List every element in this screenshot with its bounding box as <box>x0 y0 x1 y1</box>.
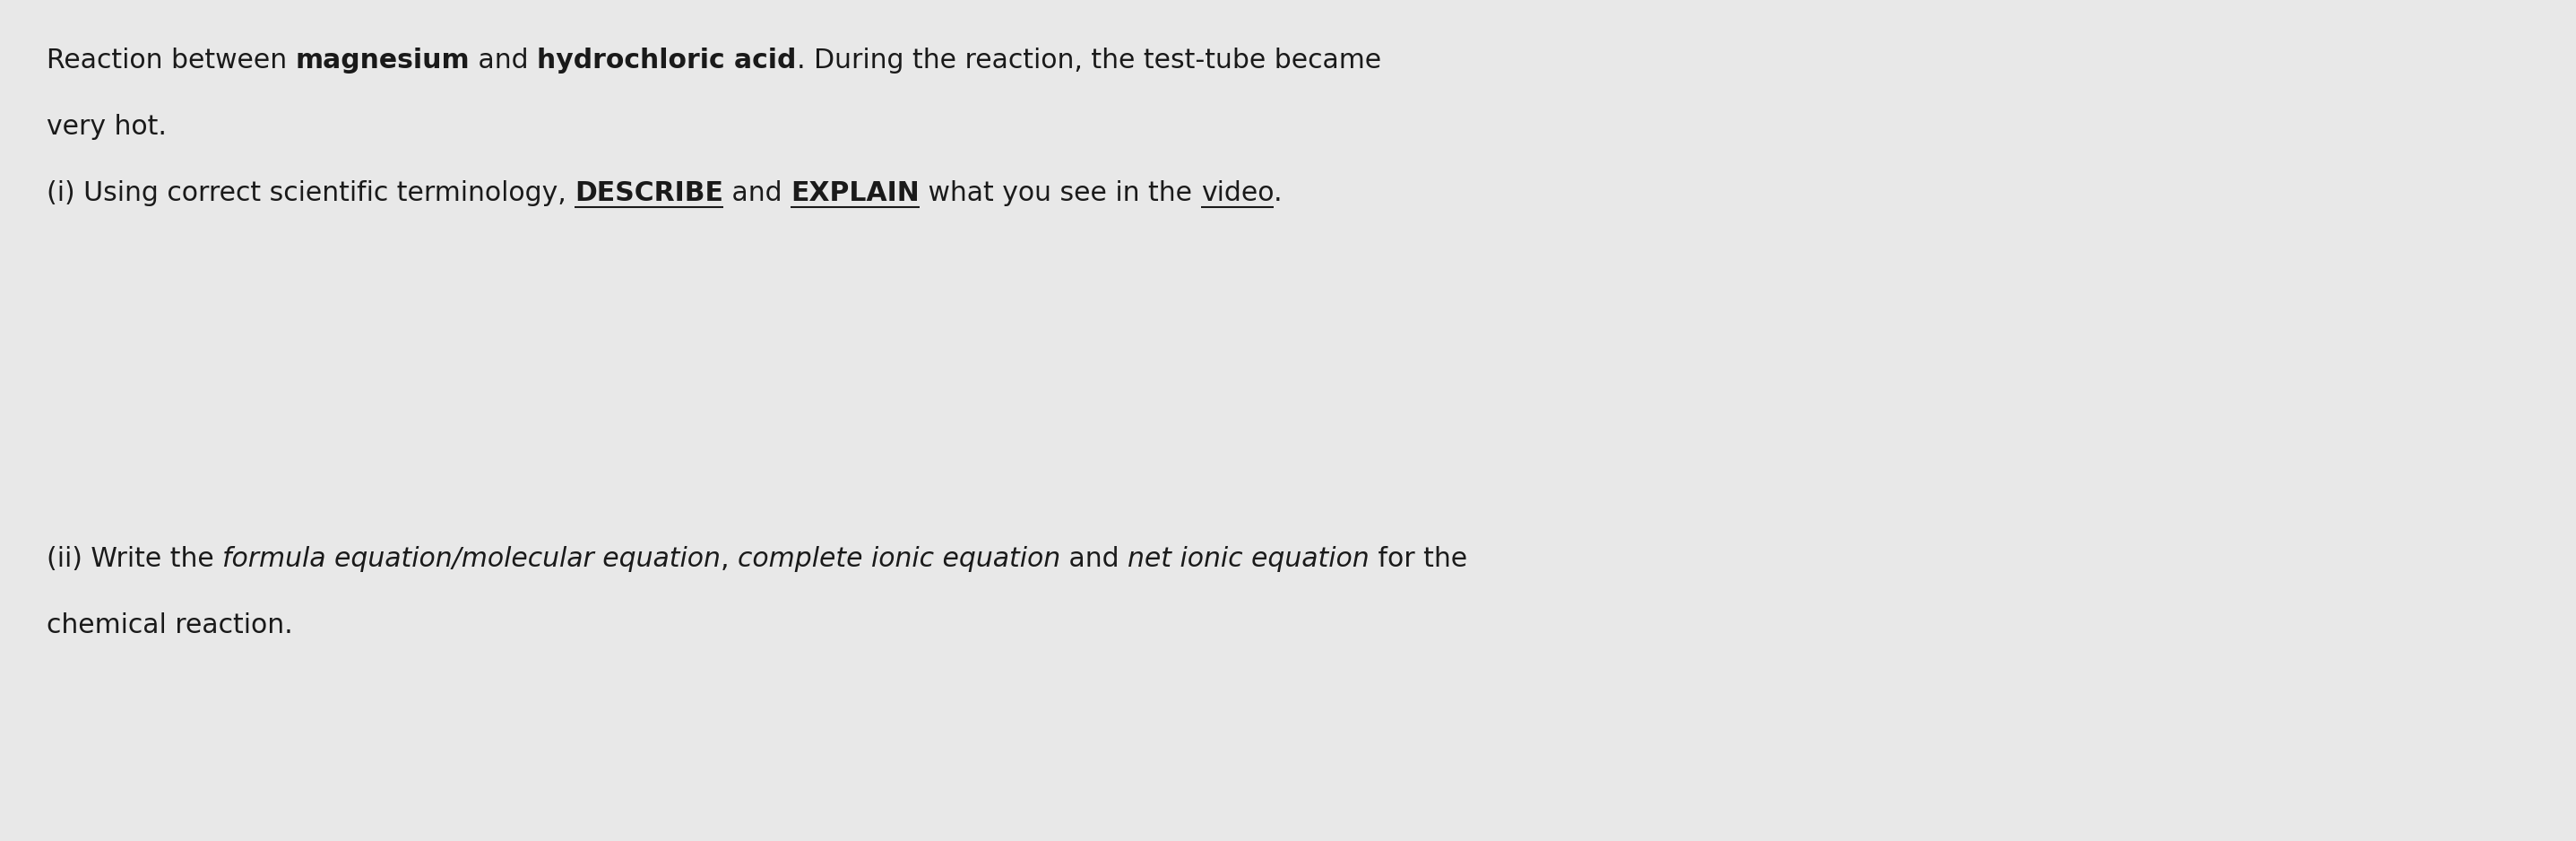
Text: and: and <box>1061 546 1128 572</box>
Text: DESCRIBE: DESCRIBE <box>574 180 724 206</box>
Text: very hot.: very hot. <box>46 114 167 140</box>
Text: (i) Using correct scientific terminology,: (i) Using correct scientific terminology… <box>46 180 574 206</box>
Text: Reaction between: Reaction between <box>46 48 296 73</box>
Text: complete ionic equation: complete ionic equation <box>737 546 1061 572</box>
Text: formula equation/molecular equation: formula equation/molecular equation <box>222 546 721 572</box>
Text: ,: , <box>721 546 737 572</box>
Text: and: and <box>724 180 791 206</box>
Text: . During the reaction, the test-tube became: . During the reaction, the test-tube bec… <box>796 48 1381 73</box>
Text: EXPLAIN: EXPLAIN <box>791 180 920 206</box>
Text: and: and <box>469 48 538 73</box>
Text: chemical reaction.: chemical reaction. <box>46 612 294 638</box>
Text: for the: for the <box>1370 546 1468 572</box>
Text: video: video <box>1200 180 1273 206</box>
Text: magnesium: magnesium <box>296 48 469 73</box>
Text: net ionic equation: net ionic equation <box>1128 546 1370 572</box>
Text: hydrochloric acid: hydrochloric acid <box>538 48 796 73</box>
Text: what you see in the: what you see in the <box>920 180 1200 206</box>
Text: .: . <box>1273 180 1283 206</box>
Text: (ii) Write the: (ii) Write the <box>46 546 222 572</box>
